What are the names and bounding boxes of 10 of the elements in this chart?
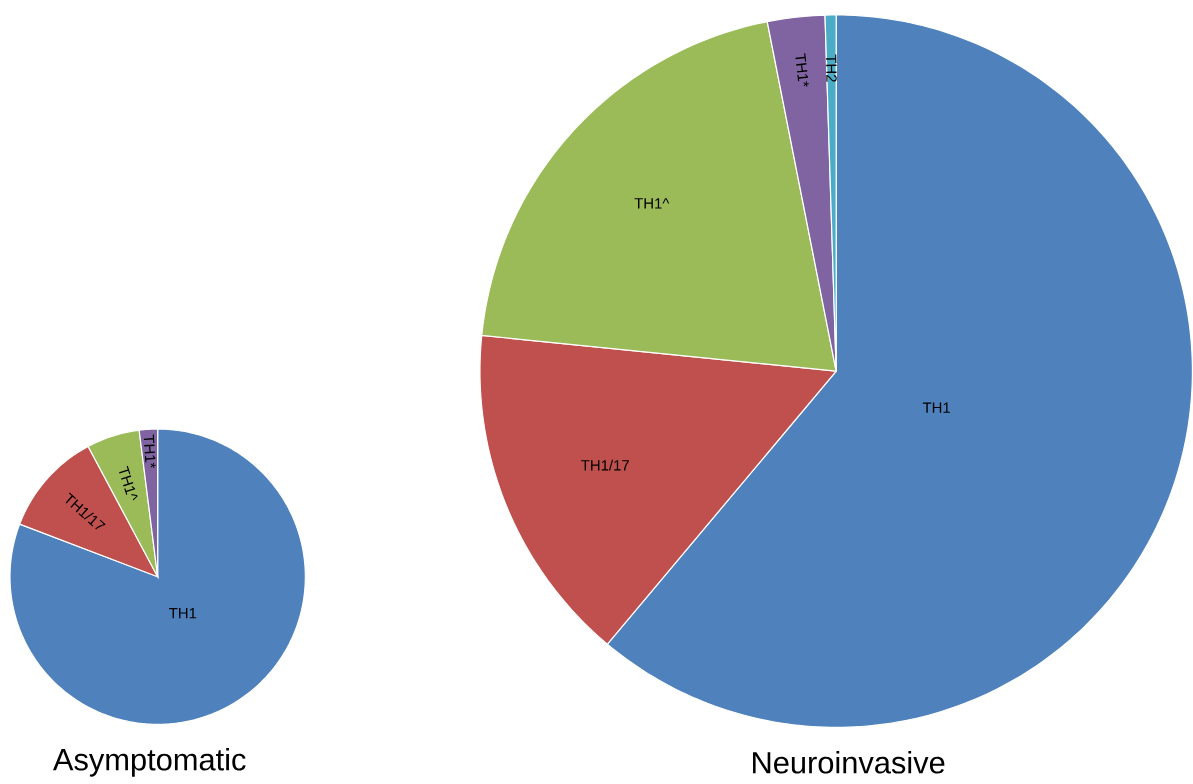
slice-label: TH1^ <box>119 465 138 501</box>
slice-label: TH1 <box>169 607 197 619</box>
text: Neuroinvasive <box>753 750 945 774</box>
slice-label: TH1^ <box>634 198 670 209</box>
slice-label: TH1 <box>922 402 950 413</box>
slice-label: TH1* <box>143 434 156 468</box>
text: Asymptomatic <box>52 747 246 777</box>
slice-label: TH1/17 <box>581 459 629 471</box>
slice-label: TH2 <box>826 54 837 82</box>
slice-label: TH1* <box>795 53 809 87</box>
